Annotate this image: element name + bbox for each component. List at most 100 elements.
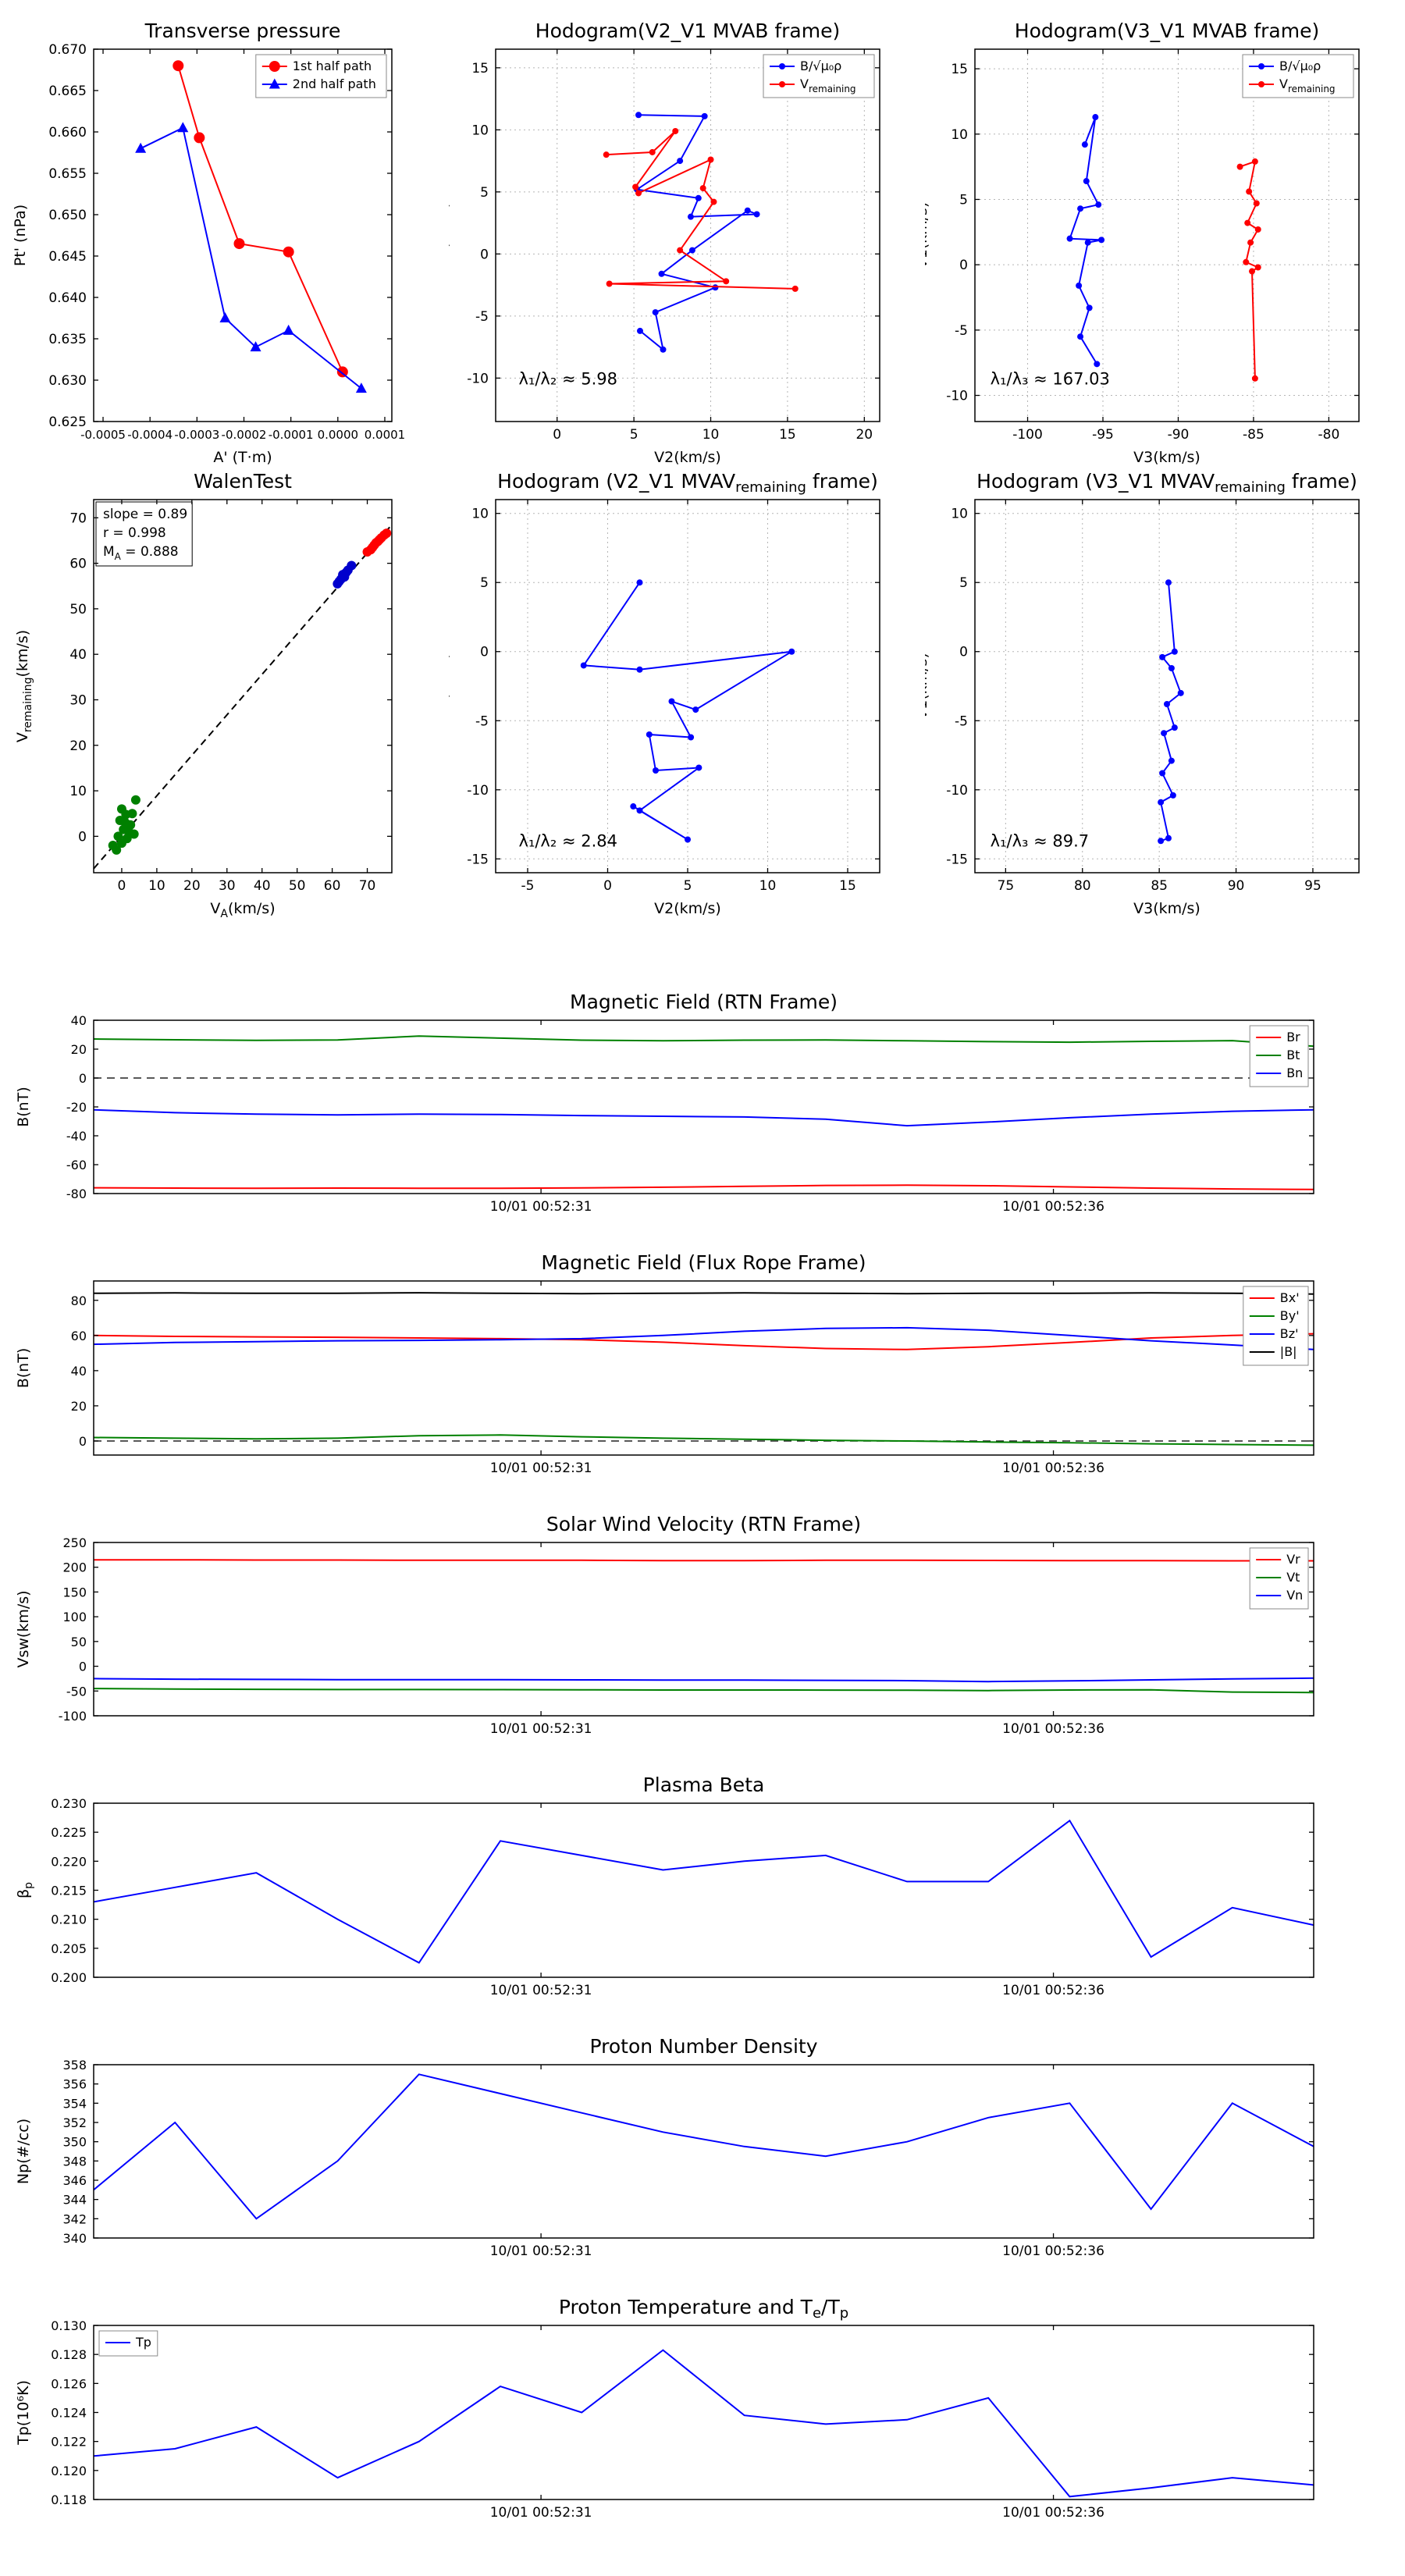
legend-label: Br — [1286, 1030, 1300, 1044]
x-tick-label: 10/01 00:52:36 — [1002, 1983, 1104, 1998]
series-1st-half-path — [173, 60, 348, 378]
vsw-rtn-plot: Vr Vt Vn 10/01 00:52:31 10/01 00:52:36 -100 -5… — [15, 1513, 1314, 1737]
y-tick-label: -15 — [467, 852, 489, 867]
x-tick-label: 70 — [359, 878, 376, 894]
y-tick-label: 0 — [480, 645, 489, 660]
y-tick-label: 5 — [480, 185, 489, 201]
lambda-ratio-annotation: λ₁/λ₃ ≈ 89.7 — [991, 832, 1089, 851]
series-v-path — [580, 579, 795, 843]
y-tick-label: 348 — [62, 2154, 87, 2169]
series-2nd-half-path — [135, 122, 367, 393]
series-br — [93, 1184, 1314, 1190]
y-tick-label: -20 — [66, 1100, 87, 1115]
legend-label: Vremaining — [1279, 76, 1336, 94]
y-tick-label: -100 — [59, 1709, 87, 1724]
series-by- — [93, 1434, 1314, 1446]
x-axis-label: V3(km/s) — [1133, 449, 1200, 466]
y-tick-label: 0 — [959, 258, 968, 273]
y-tick-label: 200 — [62, 1560, 87, 1575]
chart-title: Magnetic Field (Flux Rope Frame) — [541, 1251, 866, 1274]
y-tick-label: 0 — [79, 1660, 87, 1674]
y-tick-label: 0.665 — [48, 84, 87, 99]
y-tick-label: 354 — [62, 2096, 87, 2111]
y-axis-label: Vremaining(km/s) — [14, 630, 34, 742]
y-tick-label: 0 — [79, 1434, 87, 1449]
y-tick-label: 344 — [62, 2193, 87, 2208]
chart-hodogram-v2v1-mvav: λ₁/λ₂ ≈ 2.84 -5 0 5 10 15 -15 -10 -5 0 5 10 Hodogram… — [449, 457, 917, 942]
y-axis-label: Np(#/cc) — [15, 2119, 32, 2184]
lambda-ratio-annotation: λ₁/λ₂ ≈ 5.98 — [519, 369, 617, 388]
chart-magnetic-field-fluxrope: Bx' By' Bz' |B| 10/01 00:52:31 10/01 00:52:36… — [0, 1229, 1405, 1480]
y-tick-label: 0.225 — [51, 1825, 87, 1840]
legend-label: Tp — [135, 2335, 151, 2350]
x-tick-label: 10 — [148, 878, 165, 894]
series-bt — [93, 1035, 1314, 1048]
x-tick-label: 10/01 00:52:36 — [1002, 1461, 1104, 1476]
chart-title: Solar Wind Velocity (RTN Frame) — [546, 1513, 861, 1535]
legend-label: 1st half path — [293, 59, 372, 73]
hodogram-v3v1-mvav-plot: λ₁/λ₃ ≈ 89.7 75 80 85 90 95 -15 -10 -5 0 5 10 Hodogr… — [925, 470, 1360, 917]
series--b- — [93, 1292, 1314, 1295]
stats-line: r = 0.998 — [103, 525, 166, 541]
x-tick-label: 10/01 00:52:36 — [1002, 1721, 1104, 1737]
y-tick-label: -10 — [467, 371, 489, 386]
legend-label: B/√μ₀ρ — [1279, 59, 1321, 73]
y-tick-label: -50 — [66, 1684, 87, 1699]
x-tick-label: -0.0004 — [127, 428, 173, 442]
x-tick-label: 0.0001 — [365, 428, 406, 442]
legend-label: Vn — [1286, 1588, 1303, 1603]
x-tick-label: 5 — [630, 427, 638, 443]
y-tick-label: 0.120 — [51, 2464, 87, 2478]
y-axis-label: Vsw(km/s) — [15, 1590, 32, 1667]
y-tick-label: 80 — [71, 1293, 87, 1308]
x-tick-label: 5 — [684, 878, 692, 894]
series-v-path — [1158, 579, 1184, 845]
y-tick-label: 350 — [62, 2135, 87, 2150]
x-tick-label: 10 — [759, 878, 777, 894]
legend-label: Bz' — [1280, 1326, 1299, 1341]
series-1st-half-points — [333, 560, 357, 589]
y-tick-label: 50 — [71, 1635, 87, 1649]
y-tick-label: 0.220 — [51, 1854, 87, 1869]
y-tick-label: 0.635 — [48, 332, 87, 347]
y-tick-label: 0.645 — [48, 249, 87, 265]
series-bx- — [93, 1332, 1314, 1350]
chart-title: Magnetic Field (RTN Frame) — [570, 991, 838, 1013]
y-axis-label: Tp(10⁶K) — [15, 2380, 32, 2446]
x-tick-label: 80 — [1074, 878, 1091, 894]
x-tick-label: 10/01 00:52:36 — [1002, 2505, 1104, 2521]
chart-hodogram-v3v1-mvab: λ₁/λ₃ ≈ 167.03 B/√μ₀ρ Vremaining -100 -95 -90… — [925, 6, 1405, 492]
y-axis-label: V1(km/s) — [925, 202, 930, 269]
plasma-beta-plot: 10/01 00:52:31 10/01 00:52:36 0.200 0.205 0.… — [15, 1774, 1314, 1998]
y-axis-label: βp — [15, 1882, 35, 1898]
x-tick-label: 20 — [183, 878, 201, 894]
legend: Bx' By' Bz' |B| — [1243, 1286, 1309, 1366]
legend-label: Bt — [1286, 1048, 1300, 1062]
chart-solar-wind-velocity: Vr Vt Vn 10/01 00:52:31 10/01 00:52:36 -100 -5… — [0, 1490, 1405, 1742]
y-tick-label: 0.215 — [51, 1884, 87, 1898]
y-tick-label: -10 — [946, 389, 968, 404]
x-axis-label: V2(km/s) — [654, 900, 721, 917]
y-tick-label: 15 — [951, 62, 968, 77]
y-tick-label: 40 — [71, 1013, 87, 1028]
stats-line: slope = 0.89 — [103, 507, 187, 522]
y-tick-label: 0.122 — [51, 2435, 87, 2450]
x-tick-label: -0.0003 — [174, 428, 219, 442]
chart-hodogram-v2v1-mvab: λ₁/λ₂ ≈ 5.98 B/√μ₀ρ Vremaining 0 5 10 15 20 -10 -… — [449, 6, 917, 492]
legend: B/√μ₀ρ Vremaining — [1242, 54, 1354, 98]
y-tick-label: -40 — [66, 1129, 87, 1144]
series-tp — [93, 2349, 1314, 2498]
chart-title: WalenTest — [194, 470, 292, 493]
chart-magnetic-field-rtn: Br Bt Bn 10/01 00:52:31 10/01 00:52:36 -80 -60… — [0, 968, 1405, 1219]
y-tick-label: 0 — [78, 829, 87, 845]
y-tick-label: -5 — [475, 713, 489, 729]
x-tick-label: 0 — [118, 878, 126, 894]
b-fluxrope-plot: Bx' By' Bz' |B| 10/01 00:52:31 10/01 00:52:36… — [15, 1251, 1314, 1476]
legend: Br Bt Bn — [1249, 1025, 1309, 1087]
x-tick-label: 10/01 00:52:36 — [1002, 2243, 1104, 2259]
x-axis-label: V2(km/s) — [654, 449, 721, 466]
series-bn — [93, 1108, 1314, 1127]
x-tick-label: 15 — [839, 878, 856, 894]
y-tick-label: -80 — [66, 1187, 87, 1201]
y-tick-label: 352 — [62, 2115, 87, 2130]
